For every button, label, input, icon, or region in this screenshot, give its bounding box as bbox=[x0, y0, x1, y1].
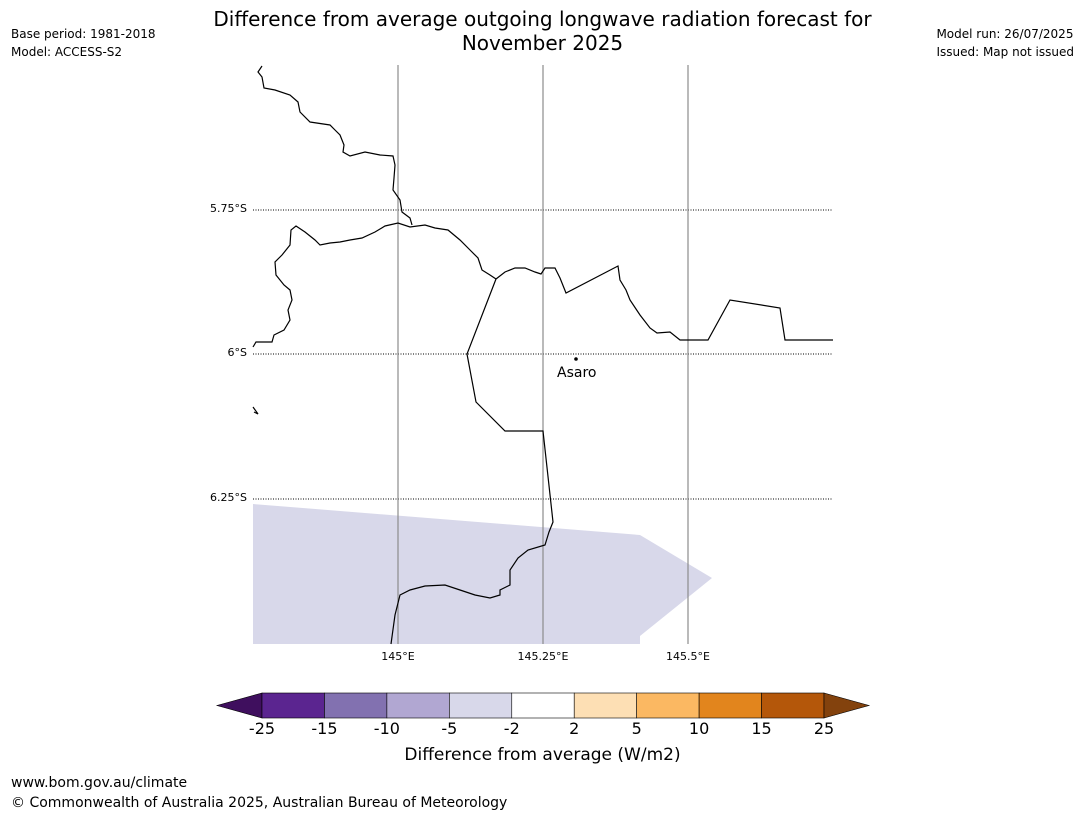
colorbar-tick-label: 2 bbox=[569, 719, 580, 738]
colorbar-segment bbox=[573, 692, 637, 719]
lat-label-5-75: 5.75°S bbox=[210, 202, 247, 215]
meta-right: Model run: 26/07/2025 Issued: Map not is… bbox=[936, 25, 1074, 61]
colorbar-segment bbox=[761, 692, 825, 719]
asaro-marker bbox=[574, 357, 578, 361]
boundary-north-west bbox=[257, 65, 413, 226]
lon-label-145-25: 145.25°E bbox=[517, 650, 569, 663]
anomaly-region bbox=[253, 504, 712, 644]
lon-label-145-5: 145.5°E bbox=[666, 650, 710, 663]
colorbar-segment bbox=[449, 692, 513, 719]
footer-url: www.bom.gov.au/climate bbox=[11, 775, 188, 791]
colorbar-tick-label: 25 bbox=[813, 719, 835, 738]
base-period: Base period: 1981-2018 bbox=[11, 27, 156, 41]
colorbar-segment bbox=[386, 692, 450, 719]
lon-label-145: 145°E bbox=[381, 650, 415, 663]
colorbar-extend-low bbox=[215, 692, 263, 719]
map-title: Difference from average outgoing longwav… bbox=[0, 7, 1085, 55]
colorbar-tick-label: 5 bbox=[631, 719, 642, 738]
boundary-central-ridge bbox=[252, 222, 497, 348]
colorbar-tick-label: -25 bbox=[248, 719, 276, 738]
boundary-east bbox=[495, 265, 833, 341]
colorbar-segment bbox=[511, 692, 575, 719]
colorbar-extend-high bbox=[823, 692, 871, 719]
title-line-1: Difference from average outgoing longwav… bbox=[213, 7, 872, 31]
colorbar-tick-label: -2 bbox=[503, 719, 520, 738]
colorbar-segment bbox=[698, 692, 762, 719]
colorbar-title: Difference from average (W/m2) bbox=[404, 745, 681, 765]
colorbar-segment bbox=[261, 692, 325, 719]
boundary-south-central bbox=[390, 278, 554, 645]
model-run: Model run: 26/07/2025 bbox=[936, 27, 1074, 41]
colorbar-tick-label: 10 bbox=[688, 719, 710, 738]
colorbar-tick-label: -10 bbox=[373, 719, 400, 738]
lat-label-6-25: 6.25°S bbox=[210, 491, 247, 504]
colorbar-tick-label: 15 bbox=[751, 719, 772, 738]
colorbar-segment bbox=[324, 692, 388, 719]
place-label-asaro: Asaro bbox=[557, 365, 597, 381]
issued-status: Issued: Map not issued bbox=[936, 45, 1074, 59]
colorbar-tick-label: -15 bbox=[311, 719, 338, 738]
colorbar-segment bbox=[636, 692, 700, 719]
lat-label-6: 6°S bbox=[227, 346, 247, 359]
boundary-lines bbox=[252, 65, 833, 645]
meta-left: Base period: 1981-2018 Model: ACCESS-S2 bbox=[11, 25, 156, 61]
title-line-2: November 2025 bbox=[461, 31, 624, 55]
model-name: Model: ACCESS-S2 bbox=[11, 45, 123, 59]
colorbar-tick-label: -5 bbox=[441, 719, 458, 738]
footer-copyright: © Commonwealth of Australia 2025, Austra… bbox=[11, 795, 508, 811]
boundary-fragment-west bbox=[252, 406, 259, 415]
